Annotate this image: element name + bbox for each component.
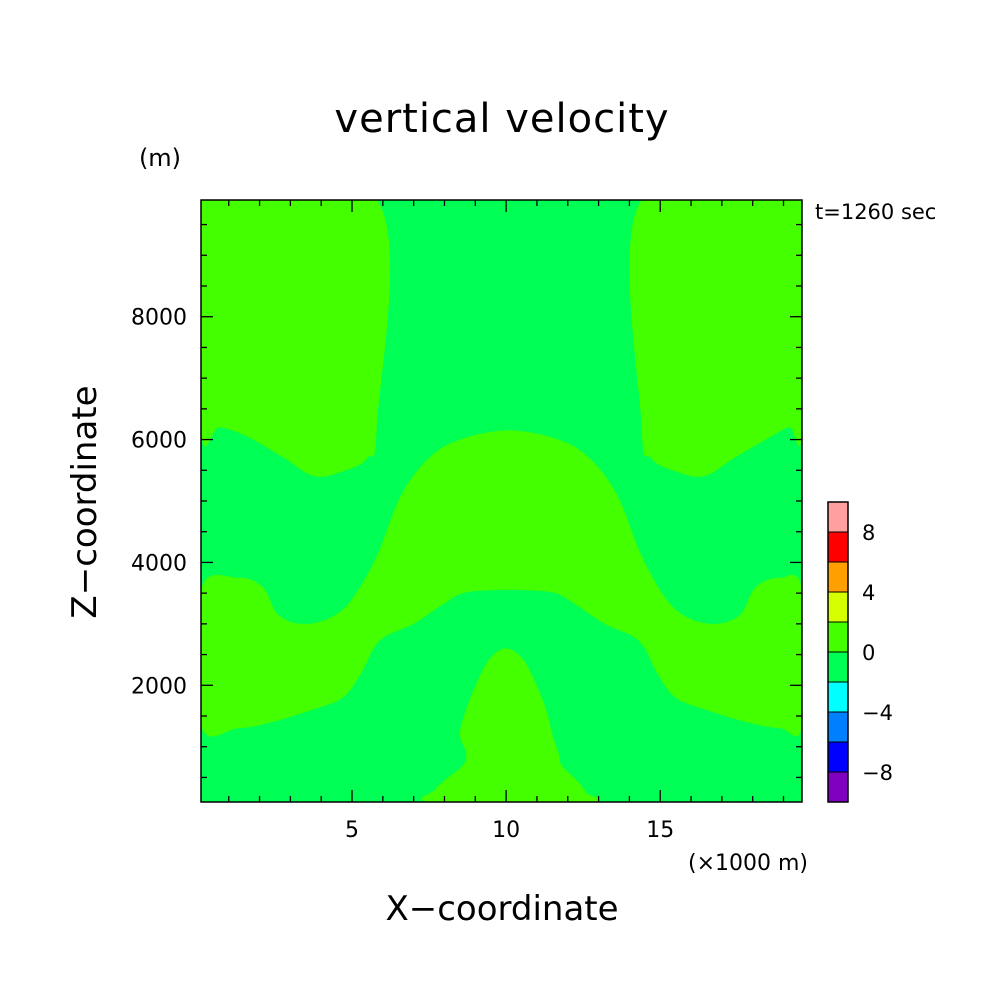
x-axis-label: X−coordinate [385,889,618,929]
y-tick-label: 4000 [131,551,187,576]
x-tick-label: 5 [345,818,359,843]
plot-axes: 5 10 15 2000 4000 6000 8000 [131,199,803,843]
colorbar-cell [827,741,849,773]
region-bottom-center-plume [421,648,601,802]
y-axis-label: Z−coordinate [65,385,105,618]
region-upper-right-updraft [629,200,802,477]
colorbar-cell [827,681,849,713]
colorbar-cell [827,711,849,743]
colorbar-tick-label: −4 [862,701,893,725]
colorbar-tick-label: 8 [862,521,875,545]
y-tick-label: 2000 [131,674,187,699]
colorbar-cell [827,621,849,653]
colorbar-cell [827,771,849,803]
x-unit-label: (×1000 m) [688,851,808,876]
y-tick-label: 8000 [131,306,187,331]
colorbar-cell [827,531,849,563]
region-upper-left-updraft [201,200,390,477]
time-label: t=1260 sec [815,200,936,224]
colorbar: −8 −4 0 4 8 [827,501,893,803]
chart-title: vertical velocity [334,96,669,142]
colorbar-cell [827,561,849,593]
x-tick-label: 10 [492,818,520,843]
colorbar-cell [827,501,849,533]
y-tick-label: 6000 [131,429,187,454]
region-central-band [201,430,802,737]
contour-plot [201,200,802,802]
colorbar-cell [827,591,849,623]
x-tick-label: 15 [646,818,674,843]
colorbar-tick-label: 4 [862,581,875,605]
y-unit-label: (m) [139,144,181,172]
colorbar-tick-label: −8 [862,761,893,785]
field-group [201,200,802,802]
colorbar-frame [827,501,849,803]
colorbar-tick-label: 0 [862,641,875,665]
colorbar-cell [827,651,849,683]
